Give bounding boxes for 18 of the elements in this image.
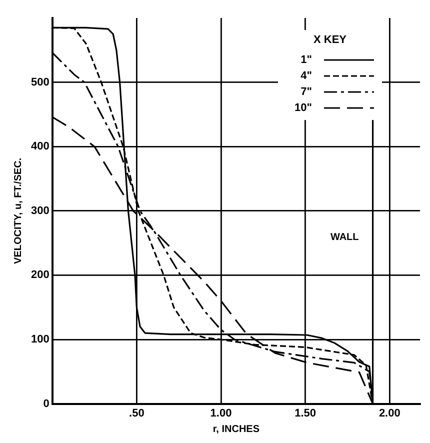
y-tick-label: 400 xyxy=(30,140,50,153)
y-tick-label: 200 xyxy=(30,269,50,282)
y-tick-label: 500 xyxy=(30,76,50,88)
x-tick-label: 1.00 xyxy=(210,407,232,420)
ref-line-label: WALL xyxy=(330,232,359,243)
legend-label: 7" xyxy=(300,86,312,98)
y-axis-title: VELOCITY, u, FT./SEC. xyxy=(12,158,24,264)
x-tick-label: 2.00 xyxy=(378,407,400,420)
legend-label: 10" xyxy=(294,102,312,114)
y-tick-label: 100 xyxy=(30,334,50,346)
y-tick-label: 300 xyxy=(30,204,50,217)
x-axis-title: r, INCHES xyxy=(212,424,260,435)
y-tick-label: 0 xyxy=(43,398,50,410)
legend-title: X KEY xyxy=(312,34,348,46)
legend-label: 4" xyxy=(300,70,312,82)
x-tick-label: .50 xyxy=(129,407,144,420)
legend-label: 1" xyxy=(300,54,312,66)
x-tick-label: 1.50 xyxy=(294,407,316,420)
